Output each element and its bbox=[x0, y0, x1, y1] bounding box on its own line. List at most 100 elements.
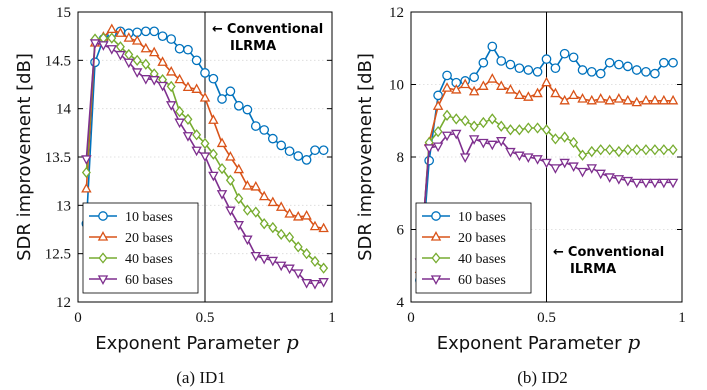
data-point bbox=[258, 254, 270, 265]
y-tick-label: 12.5 bbox=[45, 247, 71, 263]
data-point bbox=[285, 231, 295, 243]
data-point bbox=[233, 163, 245, 174]
legend-item: 60 bases bbox=[422, 273, 506, 288]
data-point bbox=[141, 58, 151, 70]
data-point bbox=[216, 190, 228, 200]
y-tick-label: 10 bbox=[389, 78, 404, 94]
legend-marker bbox=[430, 231, 442, 241]
data-point bbox=[604, 173, 615, 183]
legend-label: 40 bases bbox=[458, 252, 506, 267]
panel-caption: (b) ID2 bbox=[517, 368, 568, 387]
data-point bbox=[225, 86, 236, 97]
data-point bbox=[293, 241, 303, 253]
data-point bbox=[208, 114, 219, 124]
x-tick-label: 0 bbox=[74, 310, 82, 326]
data-point bbox=[550, 87, 561, 98]
data-point bbox=[301, 155, 312, 165]
data-point bbox=[293, 151, 304, 161]
annotation-line1: Conventional bbox=[568, 245, 664, 260]
data-point bbox=[451, 129, 462, 140]
data-point bbox=[208, 73, 219, 84]
data-point bbox=[649, 94, 661, 105]
legend-item: 60 bases bbox=[89, 273, 173, 288]
data-point bbox=[641, 66, 651, 77]
data-point bbox=[613, 93, 625, 103]
y-tick-label: 12 bbox=[389, 5, 404, 21]
data-point bbox=[523, 122, 533, 134]
data-point bbox=[577, 93, 588, 103]
plot-area-frame bbox=[410, 11, 683, 303]
data-point bbox=[514, 89, 525, 100]
data-point bbox=[459, 78, 471, 89]
data-point bbox=[667, 94, 679, 105]
data-point bbox=[259, 125, 270, 135]
data-point bbox=[451, 83, 462, 94]
legend-marker bbox=[431, 211, 441, 221]
data-point bbox=[514, 124, 524, 136]
data-point bbox=[433, 90, 443, 101]
data-point bbox=[640, 94, 652, 105]
data-point bbox=[632, 144, 642, 156]
data-point bbox=[569, 136, 579, 149]
data-point bbox=[496, 120, 506, 132]
data-point bbox=[441, 131, 453, 142]
x-tick-label: 0.5 bbox=[196, 310, 215, 326]
data-point bbox=[559, 48, 570, 59]
x-tick-label: 1 bbox=[328, 310, 336, 326]
data-point bbox=[469, 72, 479, 83]
data-point bbox=[550, 63, 561, 74]
data-point bbox=[468, 85, 480, 96]
data-point bbox=[292, 210, 304, 221]
data-point bbox=[174, 118, 185, 129]
data-point bbox=[487, 41, 498, 52]
data-point bbox=[131, 68, 143, 78]
data-point bbox=[242, 104, 253, 115]
data-point bbox=[81, 155, 92, 165]
data-point bbox=[90, 57, 100, 68]
data-point bbox=[242, 204, 252, 216]
data-point bbox=[166, 34, 177, 44]
data-point bbox=[631, 65, 642, 75]
series-60-bases bbox=[414, 129, 679, 269]
data-point bbox=[541, 124, 552, 136]
x-axis-label-text: Exponent Parameter bbox=[437, 333, 622, 354]
data-point bbox=[225, 151, 236, 161]
data-point bbox=[658, 57, 669, 68]
data-point bbox=[550, 133, 560, 145]
data-point bbox=[250, 251, 262, 262]
data-point bbox=[217, 94, 227, 104]
data-point bbox=[441, 82, 453, 92]
data-point bbox=[577, 65, 588, 75]
data-point bbox=[200, 137, 210, 150]
data-point bbox=[468, 135, 480, 145]
data-point bbox=[123, 58, 135, 69]
data-point bbox=[258, 190, 270, 201]
data-point bbox=[568, 52, 579, 63]
data-point bbox=[191, 55, 202, 66]
legend-item: 10 bases bbox=[89, 210, 173, 225]
data-point bbox=[650, 144, 660, 156]
legend-item: 10 bases bbox=[422, 210, 506, 225]
data-point bbox=[292, 269, 304, 279]
data-point bbox=[276, 140, 287, 151]
data-point bbox=[140, 26, 151, 37]
y-tick-label: 13 bbox=[56, 198, 71, 214]
data-point bbox=[233, 100, 244, 111]
legend-marker bbox=[98, 211, 108, 221]
data-point bbox=[478, 57, 489, 68]
legend-marker bbox=[98, 252, 108, 264]
data-point bbox=[140, 75, 152, 85]
data-point bbox=[460, 115, 470, 127]
data-point bbox=[596, 144, 606, 156]
data-point bbox=[631, 96, 642, 107]
data-point bbox=[175, 105, 185, 118]
data-point bbox=[451, 113, 461, 125]
data-point bbox=[523, 65, 534, 75]
data-point bbox=[216, 137, 228, 148]
data-point bbox=[568, 162, 579, 173]
data-point bbox=[267, 196, 279, 207]
data-point bbox=[242, 180, 253, 190]
data-point bbox=[586, 164, 597, 174]
annotation-arrow: ← bbox=[212, 22, 223, 37]
